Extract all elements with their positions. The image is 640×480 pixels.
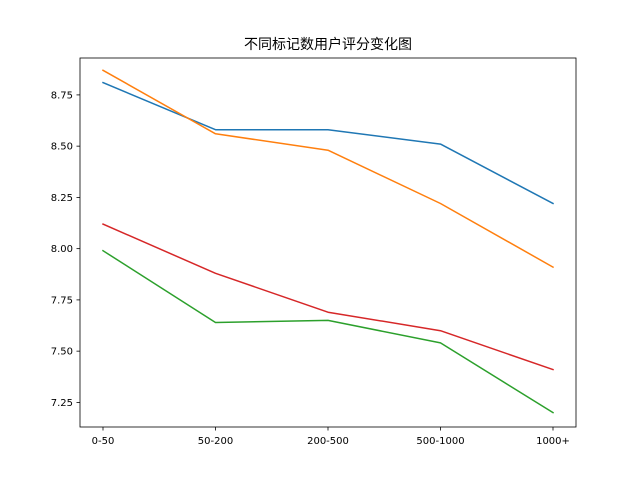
x-axis: 0-50 50-200 200-500 500-1000 1000+	[92, 427, 570, 447]
x-tick-label: 1000+	[536, 436, 570, 447]
y-tick-label: 8.50	[51, 142, 73, 153]
y-tick-label: 8.75	[51, 90, 73, 101]
x-tick-label: 200-500	[307, 436, 349, 447]
series-line-2	[101, 69, 555, 269]
series-line-3	[101, 249, 555, 414]
y-tick-label: 8.00	[51, 244, 73, 255]
chart-title: 不同标记数用户评分变化图	[244, 36, 412, 53]
series-line-4	[102, 223, 554, 371]
y-axis: 7.25 7.50 7.75 8.00 8.25 8.50 8.75	[51, 90, 80, 409]
y-tick-label: 7.75	[51, 295, 73, 306]
x-tick-label: 50-200	[198, 436, 233, 447]
y-tick-label: 7.25	[51, 398, 73, 409]
y-tick-label: 7.50	[51, 347, 73, 358]
series-line-1	[102, 81, 555, 205]
x-tick-label: 0-50	[92, 436, 115, 447]
x-tick-label: 500-1000	[416, 436, 464, 447]
y-tick-label: 8.25	[51, 193, 73, 204]
series-layer	[101, 69, 555, 414]
